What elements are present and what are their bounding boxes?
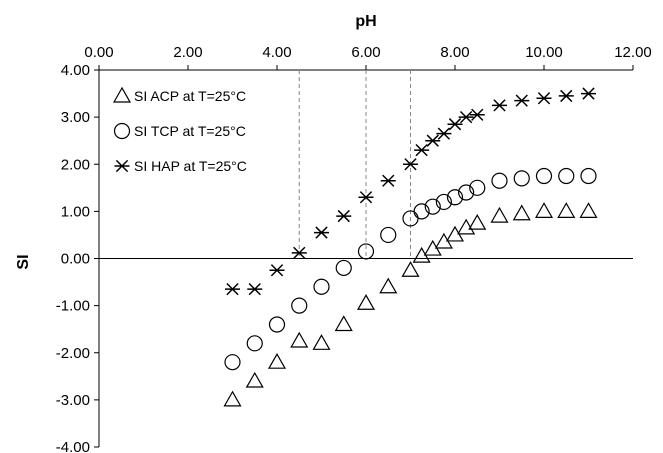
asterisk-point: [225, 282, 240, 296]
x-tick-label: 2.00: [173, 44, 202, 61]
triangle-point: [223, 390, 242, 407]
triangle-point: [290, 331, 309, 348]
circle-point: [246, 335, 263, 352]
legend-marker-circle: [113, 122, 131, 140]
legend-label: SI HAP at T=25°C: [134, 158, 247, 174]
legend: SI ACP at T=25°C SI TCP at T=25°C SI HAP a…: [112, 86, 247, 174]
x-tick-label: 10.00: [525, 44, 563, 61]
asterisk-point: [558, 89, 574, 103]
y-tick-label: 4.00: [61, 62, 90, 79]
asterisk-point: [380, 174, 396, 187]
triangle-point: [267, 352, 287, 369]
asterisk-point: [492, 99, 507, 112]
circle-point: [535, 167, 553, 185]
circle-point: [446, 189, 464, 206]
asterisk-point: [425, 134, 441, 147]
circle-point: [513, 170, 530, 187]
asterisk-point: [336, 209, 352, 223]
x-axis-ticks: 0.00 2.00 4.00 6.00 8.00 10.00 12.00: [84, 44, 652, 70]
triangle-point: [245, 371, 264, 388]
triangle-point: [557, 202, 576, 218]
triangle-point: [457, 218, 476, 235]
series-asterisk: [225, 87, 596, 296]
asterisk-point: [291, 246, 307, 260]
x-tick-label: 4.00: [262, 44, 291, 61]
triangle-point: [579, 202, 598, 218]
circle-point: [469, 179, 486, 196]
y-tick-label: -2.00: [56, 345, 90, 362]
legend-label: SI ACP at T=25°C: [134, 88, 246, 104]
circle-point: [558, 167, 575, 185]
x-tick-label: 6.00: [351, 44, 380, 61]
triangle-point: [512, 204, 531, 221]
circle-point: [491, 172, 508, 189]
asterisk-point: [436, 127, 452, 140]
triangle-point: [312, 334, 331, 350]
series-circle: [224, 167, 597, 371]
y-tick-label: 3.00: [61, 109, 90, 126]
asterisk-point: [358, 191, 374, 204]
asterisk-point: [458, 110, 474, 124]
series-triangle: [223, 202, 598, 407]
circle-point: [413, 203, 430, 220]
legend-marker-asterisk: [114, 159, 130, 173]
circle-point: [424, 198, 441, 215]
asterisk-point: [581, 87, 596, 100]
triangle-point: [468, 213, 487, 230]
asterisk-point: [447, 118, 463, 131]
triangle-point: [356, 294, 376, 310]
asterisk-point: [536, 92, 552, 105]
y-tick-label: 0.00: [61, 251, 90, 268]
y-tick-label: -3.00: [56, 392, 90, 409]
asterisk-point: [514, 94, 530, 107]
asterisk-point: [414, 143, 430, 157]
circle-point: [357, 243, 375, 260]
triangle-point: [534, 202, 554, 218]
asterisk-point: [269, 264, 285, 277]
asterisk-point: [469, 108, 485, 121]
y-tick-label: -1.00: [56, 298, 90, 315]
circle-point: [313, 278, 330, 295]
circle-point: [224, 354, 241, 371]
y-tick-label: 2.00: [61, 156, 90, 173]
triangle-point: [334, 315, 353, 332]
triangle-point: [379, 277, 398, 294]
data-marks: [223, 87, 598, 407]
y-axis-title: SI: [15, 254, 32, 269]
asterisk-point: [314, 226, 329, 239]
circle-point: [335, 259, 352, 277]
circle-point: [580, 167, 597, 185]
asterisk-point: [403, 158, 418, 171]
circle-point: [458, 184, 475, 201]
x-tick-label: 8.00: [440, 44, 469, 61]
asterisk-point: [247, 282, 263, 296]
legend-marker-triangle: [112, 86, 132, 103]
triangle-point: [490, 206, 509, 223]
x-tick-label: 0.00: [84, 44, 113, 61]
y-axis-ticks: 4.00 3.00 2.00 1.00 0.00 -1.00 -2.00 -3.00 -4.00: [56, 62, 99, 453]
y-tick-label: -4.00: [56, 439, 90, 453]
circle-point: [268, 316, 286, 333]
legend-label: SI TCP at T=25°C: [134, 123, 246, 139]
circle-point: [380, 226, 397, 244]
x-tick-label: 12.00: [614, 44, 652, 61]
triangle-point: [401, 261, 420, 277]
circle-point: [291, 297, 308, 314]
y-tick-label: 1.00: [61, 203, 90, 220]
x-axis-title: pH: [355, 13, 376, 30]
circle-point: [435, 193, 452, 211]
